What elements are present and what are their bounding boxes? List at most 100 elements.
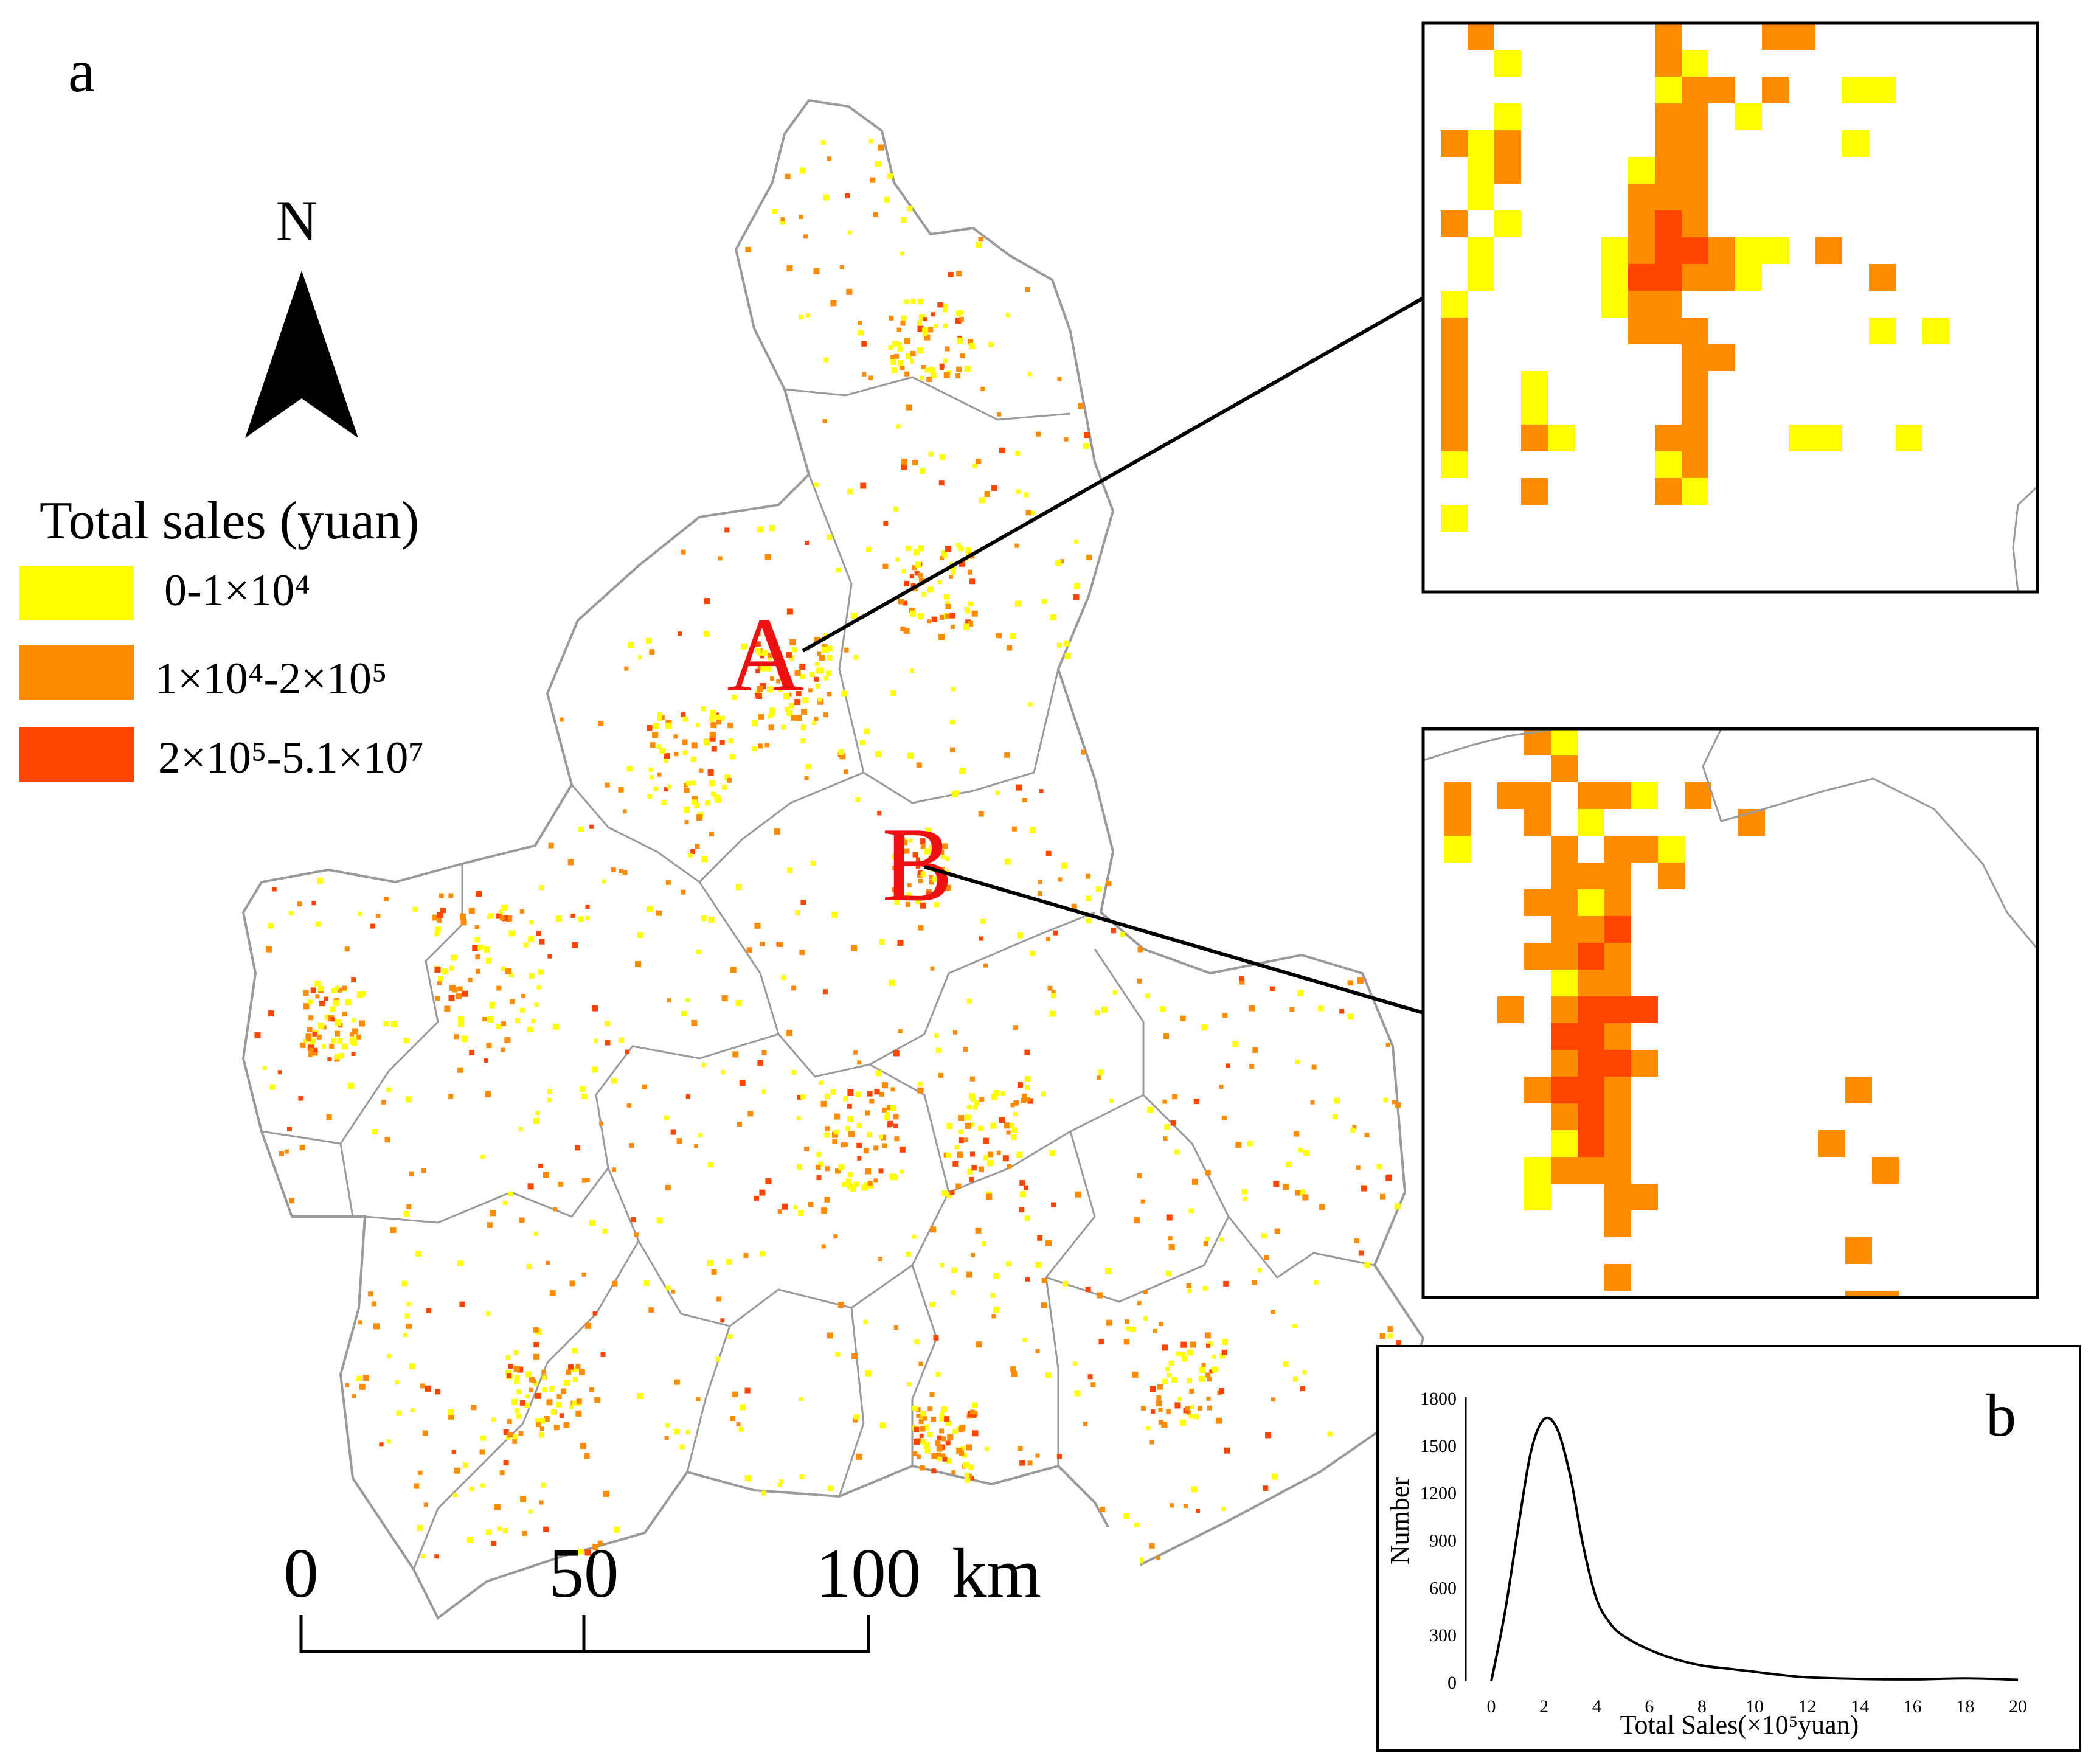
inset-cell	[1655, 478, 1682, 505]
sales-point	[834, 1113, 841, 1120]
sales-point	[796, 715, 802, 721]
sales-point	[605, 782, 610, 788]
inset-cell	[1494, 130, 1521, 157]
sales-point	[942, 1456, 948, 1462]
sales-point	[1387, 1326, 1393, 1332]
sales-point	[1358, 1250, 1364, 1256]
sales-point	[892, 367, 898, 373]
sales-point	[476, 891, 482, 897]
sales-point	[688, 853, 693, 858]
sales-point	[435, 1389, 441, 1395]
sales-point	[1239, 979, 1245, 985]
sales-point	[1037, 1235, 1043, 1241]
sales-point	[548, 842, 554, 849]
sales-point	[1106, 1319, 1112, 1326]
sales-point	[863, 1148, 869, 1154]
sales-point	[1283, 1361, 1289, 1367]
sales-point	[728, 738, 733, 743]
sales-point	[783, 693, 790, 700]
inset-cell	[1818, 1130, 1845, 1157]
sales-point	[1222, 1013, 1228, 1018]
sales-point	[746, 947, 752, 953]
sales-point	[1018, 1082, 1023, 1088]
sales-point	[755, 641, 761, 647]
sales-point	[907, 752, 914, 759]
sales-point	[703, 631, 710, 637]
sales-point	[699, 768, 704, 773]
sales-point	[1187, 1349, 1193, 1356]
inset-cell	[1524, 1157, 1551, 1184]
sales-point	[786, 652, 792, 658]
sales-point	[858, 330, 864, 336]
sales-point	[539, 1426, 544, 1431]
sales-point	[1051, 990, 1056, 995]
sales-point	[657, 712, 662, 717]
sales-point	[303, 1003, 310, 1010]
inset-cell	[1497, 782, 1524, 809]
sales-point	[647, 794, 653, 799]
sales-point	[715, 1356, 721, 1362]
sales-point	[1140, 1199, 1145, 1204]
sales-point	[972, 1430, 979, 1437]
sales-point	[647, 906, 653, 912]
sales-point	[1073, 1361, 1078, 1366]
sales-point	[799, 1397, 803, 1401]
sales-point	[330, 1006, 336, 1012]
sales-point	[863, 1319, 868, 1324]
sales-point	[964, 1137, 969, 1142]
sales-point	[1303, 1150, 1309, 1156]
inset-cell	[1468, 130, 1494, 157]
sales-point	[1295, 1059, 1300, 1064]
sales-point	[567, 1364, 574, 1370]
inset-cell	[1551, 1023, 1578, 1050]
sales-point	[1224, 1447, 1230, 1454]
inset-cell	[1604, 1210, 1631, 1237]
sales-point	[917, 347, 923, 354]
sales-point	[976, 1341, 982, 1348]
sales-point	[563, 1422, 570, 1429]
chart-y-tick-label: 300	[1429, 1625, 1457, 1645]
sales-point	[946, 1457, 952, 1464]
sales-point	[1132, 1371, 1139, 1378]
sales-point	[578, 1369, 585, 1375]
sales-point	[501, 1047, 505, 1052]
sales-point	[1395, 1102, 1401, 1108]
sales-point	[987, 1160, 994, 1166]
inset-cell	[1468, 184, 1494, 210]
sales-point	[289, 1198, 295, 1204]
sales-point	[1292, 1324, 1298, 1328]
sales-point	[799, 950, 805, 956]
sales-point	[1011, 1371, 1018, 1377]
inset-cell	[1628, 264, 1655, 291]
sales-point	[331, 988, 337, 994]
sales-point	[701, 856, 708, 863]
sales-point	[384, 897, 389, 901]
sales-point	[368, 1291, 373, 1297]
sales-point	[901, 217, 907, 223]
sales-point	[893, 1114, 899, 1120]
sales-point	[569, 1405, 574, 1409]
sales-point	[898, 1029, 903, 1033]
sales-point	[789, 655, 794, 661]
sales-point	[964, 366, 971, 372]
sales-point	[1318, 1005, 1324, 1012]
sales-point	[451, 1450, 456, 1454]
inset-cell	[1604, 970, 1631, 996]
sales-point	[912, 460, 918, 465]
sales-point	[589, 1220, 595, 1226]
sales-point	[312, 1031, 317, 1037]
sales-point	[638, 655, 643, 660]
sales-point	[927, 586, 934, 593]
inset-cell	[1655, 451, 1682, 478]
sales-point	[822, 419, 827, 424]
sales-point	[934, 1033, 939, 1038]
sales-point	[824, 1132, 830, 1138]
sales-point	[821, 1207, 828, 1214]
sales-point	[612, 1167, 617, 1172]
sales-point	[978, 811, 984, 817]
sales-point	[1226, 1063, 1230, 1068]
sales-point	[306, 1037, 311, 1042]
sales-point	[1202, 1285, 1208, 1291]
sales-point	[965, 1477, 971, 1483]
sales-point	[549, 1290, 556, 1296]
